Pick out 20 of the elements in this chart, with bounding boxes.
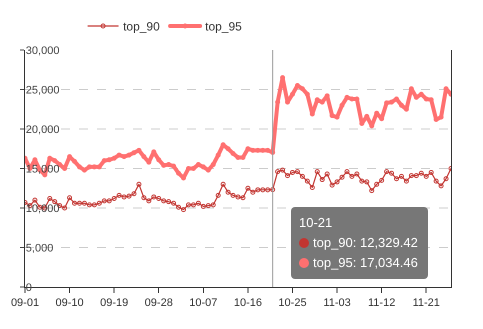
y-tick-label: 20,000 [26,124,60,136]
x-tick-label: 09-19 [100,297,128,310]
x-tick-label: 09-01 [10,297,40,310]
x-tick-label: 10-16 [234,297,262,310]
x-tick-label: 10-25 [278,297,307,310]
legend-label: top_95 [205,20,242,34]
x-tick-label: 09-28 [144,297,173,310]
y-tick-label: 30,000 [26,44,60,57]
legend-label: top_90 [123,20,160,34]
x-tick-label: 10-07 [189,297,218,310]
x-tick-label: 09-10 [56,297,84,310]
y-tick-label: 25,000 [26,84,60,96]
x-tick-label: 11-03 [323,297,351,310]
x-tick-label: 11-21 [412,297,440,310]
x-tick-label: 11-12 [368,297,396,310]
annotation: top_90: 12,329.42 [313,235,418,250]
annotation: top_95: 17,034.46 [313,255,418,270]
y-tick-label: 5,000 [26,242,54,254]
annotation: 10-21 [299,215,332,230]
y-tick-label: 10,000 [26,202,60,215]
